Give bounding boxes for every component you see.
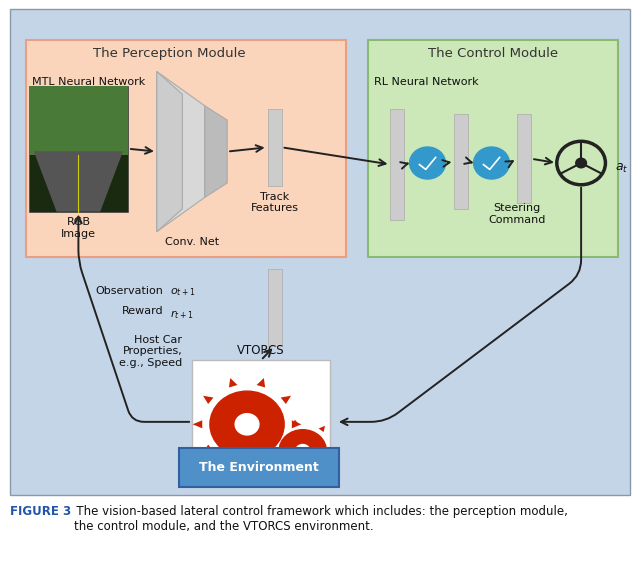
Text: $a_t$: $a_t$ [615, 162, 628, 175]
Polygon shape [157, 72, 182, 232]
Text: The Environment: The Environment [199, 462, 319, 474]
Text: The Perception Module: The Perception Module [93, 47, 246, 60]
Polygon shape [292, 420, 301, 428]
Circle shape [235, 414, 259, 435]
Text: Reward: Reward [122, 306, 163, 316]
FancyBboxPatch shape [454, 114, 468, 209]
Polygon shape [203, 396, 213, 404]
Text: The Control Module: The Control Module [428, 47, 558, 60]
FancyBboxPatch shape [268, 269, 282, 346]
Text: RGB
Image: RGB Image [61, 217, 96, 239]
Polygon shape [293, 476, 300, 482]
Circle shape [576, 158, 586, 168]
Polygon shape [193, 420, 202, 428]
Polygon shape [271, 460, 278, 465]
Circle shape [410, 147, 445, 179]
Text: Steering
Command: Steering Command [488, 203, 546, 225]
FancyBboxPatch shape [268, 109, 282, 186]
FancyBboxPatch shape [26, 40, 346, 257]
Text: Conv. Net: Conv. Net [165, 237, 219, 247]
Polygon shape [229, 378, 237, 387]
Text: The vision-based lateral control framework which includes: the perception module: The vision-based lateral control framewo… [74, 505, 568, 533]
Text: VTORCS: VTORCS [237, 344, 285, 358]
Circle shape [474, 147, 509, 179]
Polygon shape [34, 151, 123, 212]
Polygon shape [293, 420, 300, 426]
Polygon shape [332, 448, 339, 454]
Text: Track
Features: Track Features [251, 192, 298, 213]
FancyBboxPatch shape [192, 360, 330, 483]
Circle shape [296, 444, 310, 457]
FancyBboxPatch shape [390, 109, 404, 220]
Polygon shape [203, 444, 213, 453]
Polygon shape [229, 461, 237, 471]
Polygon shape [257, 461, 265, 471]
Polygon shape [281, 396, 291, 404]
Circle shape [210, 391, 284, 458]
Text: $o_{t+1}$: $o_{t+1}$ [170, 286, 195, 298]
Text: Observation: Observation [95, 286, 163, 296]
FancyBboxPatch shape [10, 9, 630, 495]
FancyBboxPatch shape [29, 86, 128, 212]
Polygon shape [205, 106, 227, 197]
FancyBboxPatch shape [368, 40, 618, 257]
Text: MTL Neural Network: MTL Neural Network [32, 77, 145, 87]
Polygon shape [157, 72, 205, 232]
Polygon shape [281, 444, 291, 453]
Circle shape [279, 430, 326, 472]
Text: Host Car
Properties,
e.g., Speed: Host Car Properties, e.g., Speed [119, 335, 182, 368]
FancyBboxPatch shape [517, 114, 531, 203]
Polygon shape [271, 437, 278, 442]
FancyBboxPatch shape [29, 86, 128, 155]
Polygon shape [257, 378, 265, 387]
FancyBboxPatch shape [179, 448, 339, 487]
Polygon shape [319, 426, 325, 432]
Polygon shape [319, 470, 325, 476]
Text: $r_{t+1}$: $r_{t+1}$ [170, 308, 193, 320]
Text: FIGURE 3: FIGURE 3 [10, 505, 71, 518]
Text: RL Neural Network: RL Neural Network [374, 77, 479, 87]
